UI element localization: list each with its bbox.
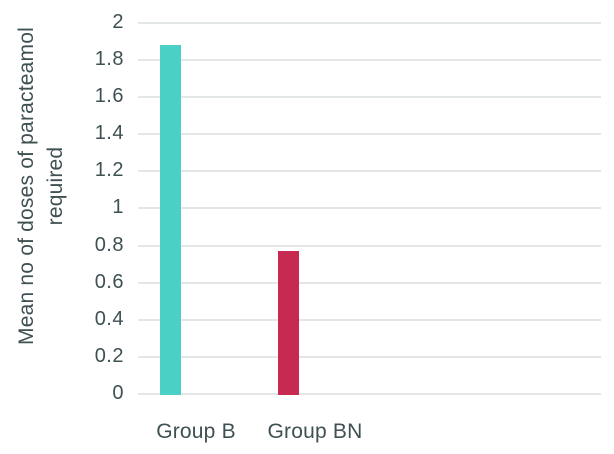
y-tick-label-2: 2 (112, 10, 124, 33)
gridline-y-0.6 (138, 281, 601, 284)
gridline-y-1.6 (138, 96, 601, 99)
y-axis-title-line-1: Mean no of doses of paracteamol (15, 27, 38, 345)
gridline-y-2 (138, 21, 601, 24)
y-tick-label-1.6: 1.6 (94, 85, 124, 108)
y-tick-label-0.6: 0.6 (94, 270, 124, 293)
gridline-y-0 (138, 393, 601, 395)
gridline-y-1.8 (138, 58, 601, 61)
gridline-y-1.4 (138, 133, 601, 136)
y-tick-label-0.8: 0.8 (94, 233, 124, 256)
gridline-y-1 (138, 207, 601, 210)
gridline-y-0.2 (138, 355, 601, 358)
x-category-label-group-b: Group B (156, 420, 236, 443)
gridline-y-1.2 (138, 170, 601, 173)
bar-group-bn (278, 251, 299, 395)
y-tick-label-1.2: 1.2 (94, 159, 124, 182)
gridline-y-0.8 (138, 244, 601, 247)
y-tick-label-0.2: 0.2 (94, 344, 124, 367)
y-axis-title: Mean no of doses of paracteamol required (12, 27, 70, 345)
y-tick-label-0: 0 (112, 382, 124, 405)
bar-group-b (159, 45, 181, 395)
y-tick-label-0.4: 0.4 (94, 307, 124, 330)
y-tick-label-1: 1 (112, 196, 124, 219)
gridline-y-0.4 (138, 318, 601, 321)
y-tick-label-1.8: 1.8 (94, 47, 124, 70)
x-category-label-group-bn: Group BN (267, 420, 363, 443)
y-tick-label-1.4: 1.4 (94, 122, 124, 145)
y-axis-title-line-2: required (44, 146, 67, 226)
